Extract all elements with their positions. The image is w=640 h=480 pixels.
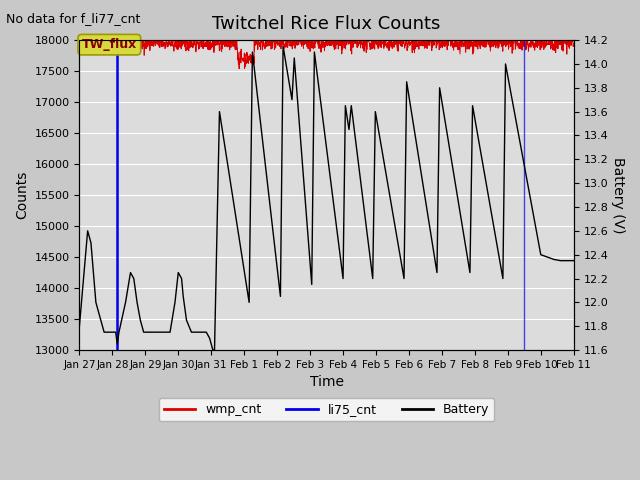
Y-axis label: Battery (V): Battery (V) <box>611 157 625 233</box>
Text: TW_flux: TW_flux <box>82 38 137 51</box>
Y-axis label: Counts: Counts <box>15 171 29 219</box>
Text: No data for f_li77_cnt: No data for f_li77_cnt <box>6 12 141 24</box>
X-axis label: Time: Time <box>310 375 344 389</box>
Legend: wmp_cnt, li75_cnt, Battery: wmp_cnt, li75_cnt, Battery <box>159 398 494 421</box>
Title: Twitchel Rice Flux Counts: Twitchel Rice Flux Counts <box>212 15 441 33</box>
